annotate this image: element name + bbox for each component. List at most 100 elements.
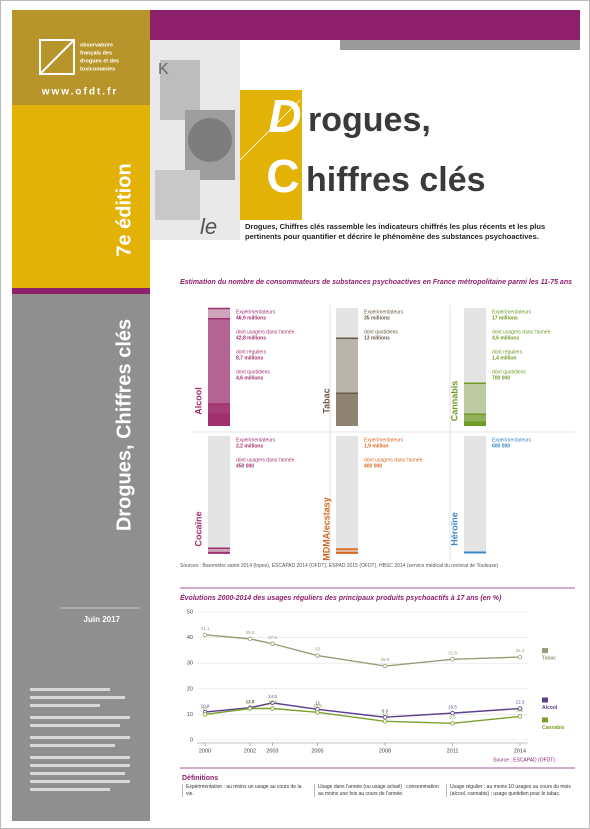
point (451, 658, 455, 662)
value-label: 31.5 (448, 651, 457, 656)
value-label: 12.3 (246, 700, 255, 705)
gauge-fill (336, 394, 358, 427)
y-tick-label: 20 (187, 686, 193, 692)
gauge-cap (464, 552, 486, 554)
chart-source: Source : ESCAPAD (OFDT) (493, 757, 555, 763)
y-tick-label: 30 (187, 661, 193, 667)
intro-box: Drogues, Chiffres clés rassemble les ind… (245, 222, 575, 252)
level-value: 13 millions (364, 335, 390, 341)
point (451, 722, 455, 726)
legend-label: Alcool (542, 705, 558, 711)
sidebar-title: Drogues, Chiffres clés (113, 319, 135, 531)
substance-name: MDMA/ecstasy (321, 497, 331, 561)
point (518, 655, 522, 659)
collage: K le (150, 40, 240, 240)
legend-swatch (542, 717, 548, 722)
value-label: 14.5 (268, 694, 277, 699)
edition: 7e édition (113, 163, 135, 256)
point (271, 642, 275, 646)
value-label: 6.5 (449, 715, 456, 720)
level-value: 1,9 million (364, 443, 388, 449)
legend-label: Cannabis (542, 725, 565, 731)
value-label: 9.2 (517, 708, 524, 713)
gauges-title: Estimation du nombre de consommateurs de… (180, 278, 575, 287)
gauge-fill (208, 415, 230, 427)
title-initial: D (268, 90, 301, 142)
point (248, 707, 252, 711)
source-box: Sources : Baromètre santé 2014 (Inpes), … (180, 563, 575, 581)
gauge-cap (208, 318, 230, 320)
level-value: 46,9 millions (236, 315, 266, 321)
substance-name: Cocaïne (193, 511, 203, 546)
x-tick-label: 2003 (266, 748, 278, 754)
definitions: Expérimentation : au moins un usage au c… (182, 784, 572, 816)
definition-box: Usage dans l'année (ou usage actuel) : c… (314, 784, 440, 816)
substance-name: Alcool (193, 387, 203, 415)
gauge-cap (336, 393, 358, 395)
value-label: 28.9 (381, 657, 390, 662)
point (316, 654, 320, 658)
level-value: 2,2 millions (236, 443, 263, 449)
level-value: 4,6 millions (492, 335, 519, 341)
chart-title: Évolutions 2000-2014 des usages régulier… (180, 593, 502, 602)
x-tick-label: 2002 (244, 748, 256, 754)
title: rogues, (308, 101, 431, 139)
y-tick-label: 40 (187, 635, 193, 641)
svg-text:le: le (200, 214, 217, 239)
y-tick-label: 50 (187, 609, 193, 615)
definitions-title: Définitions (182, 775, 218, 782)
title-initial: C (266, 150, 299, 202)
value-label: 37.6 (268, 635, 277, 640)
x-tick-label: 2005 (311, 748, 323, 754)
gauge-track (208, 436, 230, 554)
gauge-cap (336, 552, 358, 554)
point (383, 664, 387, 668)
level-value: 17 millions (492, 315, 518, 321)
gauge-cap (208, 308, 230, 310)
gauge-cap (464, 383, 486, 385)
level-value: 42,8 millions (236, 335, 266, 341)
gauge-track (336, 436, 358, 554)
logo-text: drogues et des (80, 58, 119, 64)
level-value: 400 000 (364, 463, 382, 469)
point (248, 637, 252, 641)
level-value: 700 000 (492, 375, 510, 381)
value-label: 12.3 (516, 700, 525, 705)
level-value: 35 millions (364, 315, 390, 321)
point (383, 720, 387, 724)
gauge-track (464, 436, 486, 554)
substance-name: Cannabis (449, 381, 459, 422)
level-value: 4,6 millions (236, 375, 263, 381)
definition: Usage régulier : au moins 10 usages au c… (446, 784, 572, 797)
point (316, 711, 320, 715)
logo-text: observatoire (80, 42, 113, 48)
definition: Usage dans l'année (ou usage actuel) : c… (314, 784, 440, 797)
level-value: 600 000 (492, 443, 510, 449)
value-label: 32.4 (516, 648, 525, 653)
level-value: 8,7 millions (236, 355, 263, 361)
definition-box: Expérimentation : au moins un usage au c… (182, 784, 308, 816)
level-value: 1,4 million (492, 355, 516, 361)
legend-swatch (542, 648, 548, 653)
substance-name: Tabac (321, 388, 331, 413)
cover: observatoire français des drogues et des… (0, 0, 590, 829)
level-value: 450 000 (236, 463, 254, 469)
gauge-cap (208, 548, 230, 550)
header-band (150, 10, 580, 40)
y-tick-label: 10 (187, 712, 193, 718)
title: hiffres clés (306, 161, 486, 199)
gauges-title-box: Estimation du nombre de consommateurs de… (180, 278, 575, 300)
gauge-cap (208, 414, 230, 416)
substance-name: Héroïne (449, 512, 459, 546)
source: Sources : Baromètre santé 2014 (Inpes), … (180, 563, 575, 569)
x-tick-label: 2008 (379, 748, 391, 754)
logo-text: toxicomanies (80, 66, 115, 72)
point (271, 707, 275, 711)
point (203, 713, 207, 717)
gauge-cap (336, 338, 358, 340)
sidebar-divider (12, 288, 150, 294)
value-label: 10.8 (313, 704, 322, 709)
gauge-cap (336, 548, 358, 550)
svg-text:K: K (158, 61, 169, 78)
website: www.ofdt.fr (41, 87, 119, 98)
